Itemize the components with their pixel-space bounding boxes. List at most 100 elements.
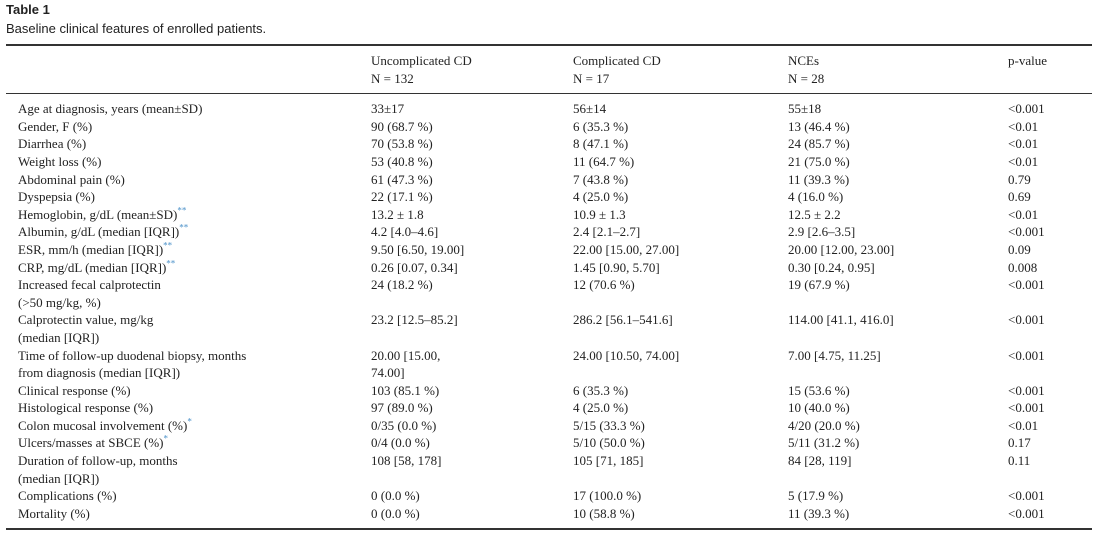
table-cell: 114.00 [41.1, 416.0] bbox=[788, 312, 894, 328]
table-cell: 5/15 (33.3 %) bbox=[573, 417, 645, 433]
table-cell: 90 (68.7 %) bbox=[371, 118, 433, 134]
row-label: Diarrhea (%) bbox=[18, 136, 87, 152]
table-cell: 1.45 [0.90, 5.70] bbox=[573, 259, 660, 275]
row-label: Clinical response (%) bbox=[18, 382, 131, 398]
row-label-cell: Clinical response (%) bbox=[6, 382, 371, 400]
table-cell: 0.09 bbox=[1008, 241, 1031, 257]
table-caption: Baseline clinical features of enrolled p… bbox=[6, 21, 267, 36]
table-cell: 0/35 (0.0 %) bbox=[371, 417, 437, 433]
table-row: Calprotectin value, mg/kg (median [IQR])… bbox=[6, 311, 1092, 346]
row-label-cell: Albumin, g/dL (median [IQR])** bbox=[6, 223, 371, 241]
row-label-cell: Abdominal pain (%) bbox=[6, 171, 371, 189]
row-label-cell: Hemoglobin, g/dL (mean±SD)** bbox=[6, 206, 371, 224]
table-cell: 84 [28, 119] bbox=[788, 453, 852, 469]
table-cell: 56±14 bbox=[573, 101, 607, 117]
table-cell: <0.001 bbox=[1008, 382, 1045, 398]
row-label: Ulcers/masses at SBCE (%) bbox=[18, 435, 164, 451]
row-label: CRP, mg/dL (median [IQR]) bbox=[18, 259, 167, 275]
table-cell: 23.2 [12.5–85.2] bbox=[371, 312, 458, 328]
table-cell: 13 (46.4 %) bbox=[788, 118, 850, 134]
table-cell: <0.01 bbox=[1008, 153, 1039, 169]
table-cell: <0.001 bbox=[1008, 224, 1045, 240]
table-cell: 4 (25.0 %) bbox=[573, 189, 629, 205]
table-cell: 33±17 bbox=[371, 101, 405, 117]
table-cell: <0.001 bbox=[1008, 347, 1045, 363]
table-cell: 53 (40.8 %) bbox=[371, 153, 433, 169]
table-cell: 0.79 bbox=[1008, 171, 1031, 187]
table-row: Ulcers/masses at SBCE (%)* 0/4 (0.0 %) 5/1… bbox=[6, 434, 1092, 452]
row-label-cell: Time of follow-up duodenal biopsy, month… bbox=[6, 347, 371, 382]
header-row: Uncomplicated CD N = 132 Complicated CD N =… bbox=[6, 45, 1092, 94]
row-label: Mortality (%) bbox=[18, 505, 90, 521]
table-cell: 10 (40.0 %) bbox=[788, 400, 850, 416]
table-cell: 5/10 (50.0 %) bbox=[573, 435, 645, 451]
table-cell: 97 (89.0 %) bbox=[371, 400, 433, 416]
table-cell: 61 (47.3 %) bbox=[371, 171, 433, 187]
column-name: Uncomplicated CD bbox=[371, 53, 472, 68]
table-cell: <0.001 bbox=[1008, 312, 1045, 328]
table-cell: 0 (0.0 %) bbox=[371, 488, 420, 504]
table-row: Mortality (%) 0 (0.0 %) 10 (58.8 %) 11 (39.… bbox=[6, 505, 1092, 530]
table-cell: <0.01 bbox=[1008, 118, 1039, 134]
table-cell: 0/4 (0.0 %) bbox=[371, 435, 430, 451]
table-cell: <0.001 bbox=[1008, 101, 1045, 117]
table-row: Abdominal pain (%) 61 (47.3 %) 7 (43.8 %) 1… bbox=[6, 171, 1092, 189]
table-cell: 11 (39.3 %) bbox=[788, 171, 850, 187]
table-cell: 24.00 [10.50, 74.00] bbox=[573, 347, 680, 363]
table-cell: 4/20 (20.0 %) bbox=[788, 417, 860, 433]
column-n: N = 28 bbox=[788, 70, 825, 86]
table-row: Hemoglobin, g/dL (mean±SD)** 13.2 ± 1.8 10… bbox=[6, 206, 1092, 224]
table-cell: 9.50 [6.50, 19.00] bbox=[371, 241, 465, 257]
row-label-cell: Diarrhea (%) bbox=[6, 135, 371, 153]
table-cell: 12 (70.6 %) bbox=[573, 277, 635, 293]
table-cell: 0.11 bbox=[1008, 453, 1031, 469]
row-label: Dyspepsia (%) bbox=[18, 189, 95, 205]
table-row: Histological response (%) 97 (89.0 %) 4 (2… bbox=[6, 399, 1092, 417]
table-cell: 6 (35.3 %) bbox=[573, 118, 629, 134]
table-cell: 8 (47.1 %) bbox=[573, 136, 629, 152]
table-cell: <0.001 bbox=[1008, 488, 1045, 504]
header-cell: NCEs N = 28 bbox=[788, 45, 1008, 94]
table-row: Dyspepsia (%) 22 (17.1 %) 4 (25.0 %) 4 (16.… bbox=[6, 188, 1092, 206]
table-cell: 0.17 bbox=[1008, 435, 1031, 451]
header-cell bbox=[6, 45, 371, 94]
table-cell: 0.26 [0.07, 0.34] bbox=[371, 259, 458, 275]
table-cell: 0.30 [0.24, 0.95] bbox=[788, 259, 875, 275]
table-cell: 108 [58, 178] bbox=[371, 453, 442, 469]
table-header: Uncomplicated CD N = 132 Complicated CD N =… bbox=[6, 45, 1092, 94]
table-cell: 5 (17.9 %) bbox=[788, 488, 844, 504]
row-label-cell: CRP, mg/dL (median [IQR])** bbox=[6, 259, 371, 277]
table-row: Time of follow-up duodenal biopsy, month… bbox=[6, 347, 1092, 382]
table-cell: 11 (39.3 %) bbox=[788, 505, 850, 521]
table-cell: 2.4 [2.1–2.7] bbox=[573, 224, 641, 240]
footnote-mark: ** bbox=[163, 240, 173, 251]
table-cell: <0.01 bbox=[1008, 206, 1039, 222]
table-row: Complications (%) 0 (0.0 %) 17 (100.0 %) 5 … bbox=[6, 487, 1092, 505]
table-cell: 24 (18.2 %) bbox=[371, 277, 433, 293]
table-cell: 103 (85.1 %) bbox=[371, 382, 440, 398]
row-label: Increased fecal calprotectin (>50 mg/kg,… bbox=[18, 277, 161, 310]
table-cell: 10 (58.8 %) bbox=[573, 505, 635, 521]
footnote-mark: ** bbox=[179, 223, 189, 234]
row-label-cell: Increased fecal calprotectin (>50 mg/kg,… bbox=[6, 276, 371, 311]
row-label: Time of follow-up duodenal biopsy, month… bbox=[18, 347, 247, 381]
table-cell: 15 (53.6 %) bbox=[788, 382, 850, 398]
table-row: Duration of follow-up, months (median [I… bbox=[6, 452, 1092, 487]
table-cell: <0.01 bbox=[1008, 417, 1039, 433]
table-cell: <0.001 bbox=[1008, 505, 1045, 521]
table-cell: 0.69 bbox=[1008, 189, 1031, 205]
table-cell: <0.001 bbox=[1008, 277, 1045, 293]
row-label: Age at diagnosis, years (mean±SD) bbox=[18, 101, 203, 117]
row-label: Abdominal pain (%) bbox=[18, 171, 125, 187]
table-cell: 4 (25.0 %) bbox=[573, 400, 629, 416]
table-row: Gender, F (%) 90 (68.7 %) 6 (35.3 %) 13 (46… bbox=[6, 118, 1092, 136]
column-name: Complicated CD bbox=[573, 53, 661, 68]
table-cell: 0 (0.0 %) bbox=[371, 505, 420, 521]
table-cell: 21 (75.0 %) bbox=[788, 153, 850, 169]
table-cell: 11 (64.7 %) bbox=[573, 153, 635, 169]
table-cell: 55±18 bbox=[788, 101, 822, 117]
table-cell: 10.9 ± 1.3 bbox=[573, 206, 626, 222]
table-cell: 4.2 [4.0–4.6] bbox=[371, 224, 439, 240]
row-label-cell: ESR, mm/h (median [IQR])** bbox=[6, 241, 371, 259]
footnote-mark: ** bbox=[177, 205, 187, 216]
